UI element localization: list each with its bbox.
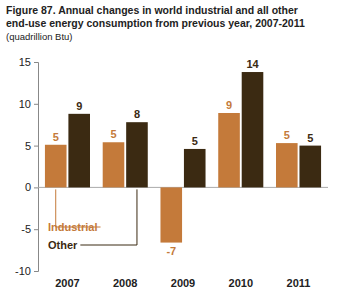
- bar: [68, 114, 90, 188]
- bar: [276, 143, 298, 187]
- plot: -10-50510152007200820092010201155-795985…: [15, 56, 328, 289]
- bar: [218, 113, 240, 187]
- data-label: 9: [76, 100, 82, 112]
- bar: [103, 142, 125, 187]
- y-axis: -10 -5 0 5 10 15: [15, 56, 38, 277]
- bar: [45, 145, 67, 188]
- chart: Figure 87. Annual changes in world indus…: [0, 0, 340, 296]
- legend: IndustrialOther: [48, 189, 137, 251]
- data-labels: 5 5 -7 9 5 9 8 5 14 5: [53, 58, 314, 257]
- y-tick-label: 15: [19, 56, 31, 68]
- legend-leader: [80, 189, 137, 245]
- x-tick: 2008: [113, 271, 137, 289]
- y-tick-label: 0: [25, 181, 31, 193]
- bar: [299, 146, 321, 188]
- y-tick-label: 10: [19, 98, 31, 110]
- y-tick: 5: [25, 140, 38, 152]
- y-tick-mark: [34, 271, 38, 272]
- y-tick-mark: [34, 187, 38, 188]
- y-tick-mark: [34, 229, 38, 230]
- x-tick-label: 2007: [55, 277, 79, 289]
- bars: [45, 72, 321, 243]
- x-tick: 2010: [229, 271, 253, 289]
- y-tick-label: 5: [25, 140, 31, 152]
- data-label: 8: [134, 108, 140, 120]
- data-label: 9: [226, 99, 232, 111]
- data-label: 5: [110, 128, 116, 140]
- y-tick-mark: [34, 62, 38, 63]
- legend-leader: [56, 189, 101, 227]
- data-label: 5: [192, 135, 198, 147]
- y-axis-line: [34, 63, 39, 272]
- y-tick-label: -10: [15, 265, 31, 277]
- y-tick: -5: [21, 223, 38, 235]
- title: Figure 87. Annual changes in world indus…: [6, 4, 305, 29]
- y-tick: 15: [19, 56, 38, 68]
- bar: [126, 122, 148, 187]
- x-tick: 2009: [171, 271, 195, 289]
- data-label: 5: [307, 132, 313, 144]
- y-tick-label: -5: [21, 223, 31, 235]
- bar: [160, 187, 182, 242]
- y-tick-mark: [34, 104, 38, 105]
- x-tick-label: 2008: [113, 277, 137, 289]
- bar: [242, 72, 264, 187]
- x-tick-label: 2010: [229, 277, 253, 289]
- bar: [184, 149, 206, 187]
- x-tick: 2007: [55, 271, 79, 289]
- subtitle: (quadrillion Btu): [6, 31, 73, 42]
- data-label: 14: [246, 58, 259, 70]
- y-tick-mark: [34, 146, 38, 147]
- x-tick-label: 2009: [171, 277, 195, 289]
- y-tick: 10: [19, 98, 38, 110]
- data-label: -7: [166, 245, 176, 257]
- data-label: 5: [284, 129, 290, 141]
- y-tick: 0: [25, 181, 38, 193]
- x-axis: 2007 2008 2009 2010 2011: [55, 271, 310, 289]
- x-tick-label: 2011: [287, 277, 311, 289]
- x-tick: 2011: [287, 271, 311, 289]
- y-tick: -10: [15, 265, 38, 277]
- data-label: 5: [53, 131, 59, 143]
- legend-label: Other: [48, 239, 78, 251]
